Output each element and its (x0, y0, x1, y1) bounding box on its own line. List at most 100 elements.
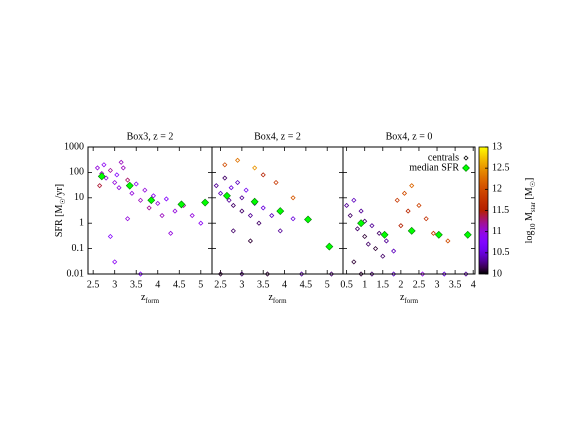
x-tick-label: 3.5 (449, 279, 462, 290)
central-point (391, 248, 397, 254)
y-axis-label: SFR [M☉/yr] (54, 184, 66, 237)
central-point (247, 212, 253, 219)
central-point (369, 271, 375, 277)
central-point (118, 159, 124, 165)
label-part: form (404, 297, 418, 305)
y-tick-label: 10 (74, 192, 84, 203)
central-point (445, 238, 451, 244)
central-point (125, 177, 131, 183)
central-point (239, 195, 245, 201)
central-point (252, 165, 258, 171)
central-point (328, 271, 335, 277)
central-point (97, 183, 103, 189)
label-part: z (400, 292, 405, 303)
central-point (463, 271, 469, 277)
median-point (434, 230, 443, 239)
central-point (405, 208, 411, 214)
central-point (217, 271, 224, 277)
median-point (250, 197, 259, 206)
label-part: M (524, 212, 535, 224)
central-point (163, 196, 169, 202)
central-point (354, 226, 361, 232)
legend-symbol (463, 155, 469, 161)
median-point (97, 172, 106, 181)
central-point (376, 230, 382, 236)
central-point (137, 271, 144, 277)
central-point (290, 195, 296, 201)
central-point (256, 220, 262, 226)
panel-frame (87, 146, 213, 275)
legend-label: median SFR (409, 162, 459, 173)
central-point (228, 185, 234, 191)
central-point (172, 208, 178, 214)
x-tick-label: 2.5 (214, 279, 227, 290)
central-point (299, 271, 305, 277)
x-tick-label: 3 (239, 279, 244, 290)
central-point (269, 212, 275, 219)
central-point (394, 197, 400, 203)
central-point (260, 172, 266, 178)
central-point (217, 190, 224, 196)
legend-symbol (462, 164, 470, 172)
label-part: ] (524, 178, 535, 181)
central-point (107, 167, 113, 173)
central-point (107, 233, 113, 240)
median-point (201, 198, 210, 207)
central-point (277, 228, 283, 234)
label-part: form (145, 297, 159, 305)
central-point (159, 212, 165, 219)
central-point (423, 216, 429, 222)
central-point (243, 187, 249, 193)
x-tick-label: 3 (435, 279, 440, 290)
median-point (325, 242, 334, 251)
central-point (120, 165, 126, 171)
label-part: SFR [M (54, 205, 65, 238)
central-point (273, 179, 279, 186)
central-point (239, 271, 245, 277)
panel-frame (342, 146, 476, 275)
colorbar-tick-label: 13 (492, 141, 502, 152)
label-part: log (524, 231, 535, 244)
panel-title: Box4, z = 2 (254, 131, 301, 142)
x-tick-label: 1.5 (377, 279, 390, 290)
plot-area (213, 157, 335, 277)
central-point (372, 246, 379, 252)
central-point (155, 200, 161, 207)
x-axis-label: zform (400, 292, 419, 304)
colorbar-tick-label: 11.5 (492, 205, 509, 216)
central-point (358, 208, 364, 214)
median-point (304, 215, 312, 224)
median-point (125, 181, 134, 190)
x-tick-label: 4 (282, 279, 287, 290)
central-point (369, 223, 375, 229)
colorbar-label: log10 Mstar [M☉] (524, 178, 536, 244)
x-tick-label: 2 (398, 279, 403, 290)
label-part: z (268, 292, 273, 303)
central-point (441, 271, 447, 277)
central-point (222, 162, 228, 168)
median-point (223, 191, 231, 200)
median-point (276, 207, 285, 216)
central-point (239, 208, 245, 214)
label-part: ☉ (529, 181, 537, 187)
x-tick-label: 4 (471, 279, 476, 290)
central-point (230, 228, 236, 234)
central-point (260, 205, 266, 211)
central-point (235, 179, 241, 186)
central-point (116, 185, 122, 191)
colorbar-tick-label: 12.5 (492, 162, 510, 173)
central-point (94, 165, 101, 171)
y-tick-label: 0.1 (72, 243, 85, 254)
x-tick-label: 4.5 (173, 279, 186, 290)
label-part: [M (524, 187, 535, 202)
central-point (401, 190, 408, 196)
central-point (358, 271, 364, 277)
central-point (230, 202, 236, 209)
central-point (430, 230, 436, 236)
central-point (380, 253, 386, 259)
label-part: 10 (529, 223, 537, 231)
x-axis-label: zform (141, 292, 160, 304)
x-tick-label: 4 (155, 279, 160, 290)
central-point (235, 157, 241, 163)
